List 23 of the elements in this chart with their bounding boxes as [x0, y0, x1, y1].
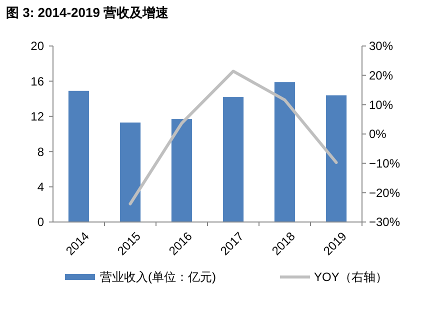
y-tick-label: 0 — [37, 215, 44, 230]
chart-title: 图 3: 2014-2019 营收及增速 — [6, 5, 170, 20]
y2-tick-label: 20% — [369, 68, 394, 83]
y-tick-label: 20 — [30, 39, 44, 54]
y2-tick-label: 30% — [369, 39, 394, 54]
line-series — [128, 70, 338, 206]
y2-tick-label: 10% — [369, 98, 394, 112]
y-tick-label: 12 — [30, 110, 44, 124]
bar — [274, 82, 296, 222]
y2-tick-label: −30% — [369, 215, 400, 230]
y2-tick-label: −10% — [369, 156, 400, 171]
bar — [222, 97, 244, 222]
y-tick-label: 8 — [37, 144, 44, 159]
bar — [326, 95, 347, 222]
y-tick-label: 16 — [30, 74, 44, 88]
bar — [171, 119, 192, 222]
legend-label: 营业收入(单位：亿元) — [100, 270, 216, 284]
y2-tick-label: 0% — [369, 127, 387, 142]
bar — [68, 90, 90, 222]
y2-tick-label: −20% — [369, 186, 400, 200]
legend-label: YOY（右轴） — [314, 270, 388, 284]
y-tick-label: 4 — [37, 180, 44, 194]
bar — [120, 122, 141, 222]
